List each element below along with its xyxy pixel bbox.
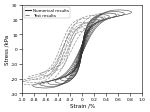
Legend: Numerical results, Test results: Numerical results, Test results xyxy=(24,8,70,19)
Y-axis label: Stress /kPa: Stress /kPa xyxy=(4,34,9,65)
X-axis label: Strain /%: Strain /% xyxy=(70,103,95,108)
